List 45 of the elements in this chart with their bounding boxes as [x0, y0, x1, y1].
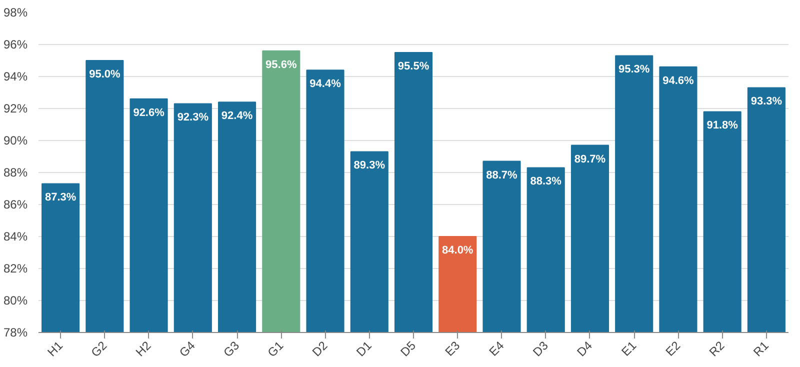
- x-tick-label: E4: [486, 338, 507, 359]
- y-tick-label: 94%: [3, 70, 28, 84]
- x-tick-label: R2: [706, 338, 728, 360]
- y-tick-label: 96%: [3, 38, 28, 52]
- data-label: 93.3%: [750, 96, 782, 108]
- x-tick-label: G4: [176, 338, 198, 360]
- data-label: 84.0%: [442, 244, 474, 256]
- x-tick-label: D5: [398, 338, 419, 360]
- data-label: 91.8%: [706, 120, 738, 132]
- x-tick-label: E1: [618, 338, 640, 359]
- x-tick-label: H2: [132, 338, 154, 360]
- x-tick-label: D3: [530, 338, 552, 360]
- data-label: 95.5%: [398, 60, 430, 72]
- data-label: 89.3%: [354, 160, 386, 172]
- data-label: 92.6%: [133, 106, 165, 119]
- data-label: 87.3%: [44, 192, 76, 204]
- x-tick-label: E3: [442, 338, 463, 359]
- y-tick-label: 82%: [3, 262, 28, 276]
- x-tick-label: H1: [44, 338, 66, 360]
- x-tick-label: D2: [309, 338, 330, 360]
- y-tick-label: 80%: [3, 294, 28, 308]
- x-tick-label: E2: [662, 338, 684, 359]
- x-tick-label: G3: [220, 338, 242, 360]
- x-tick-label: D1: [354, 338, 375, 360]
- data-label: 95.0%: [89, 68, 120, 80]
- x-tick-label: G2: [88, 338, 110, 360]
- data-label: 88.7%: [486, 169, 518, 182]
- y-tick-label: 92%: [3, 102, 28, 116]
- x-tick-label: R1: [750, 338, 772, 360]
- data-label: 92.3%: [177, 112, 209, 124]
- x-tick-label: D4: [574, 338, 596, 360]
- data-label: 95.3%: [618, 64, 650, 76]
- y-tick-label: 98%: [3, 6, 28, 20]
- x-tick-label: G1: [264, 338, 286, 360]
- y-tick-label: 86%: [3, 198, 28, 212]
- data-label: 89.7%: [574, 153, 606, 166]
- data-label: 88.3%: [530, 176, 562, 188]
- y-tick-label: 88%: [3, 166, 28, 180]
- y-tick-label: 78%: [3, 326, 28, 340]
- data-label: 94.6%: [662, 74, 694, 87]
- y-tick-label: 90%: [3, 134, 28, 148]
- data-label: 95.6%: [266, 58, 297, 71]
- data-label: 92.4%: [221, 110, 253, 122]
- data-label: 94.4%: [310, 78, 342, 90]
- y-tick-label: 84%: [3, 230, 28, 244]
